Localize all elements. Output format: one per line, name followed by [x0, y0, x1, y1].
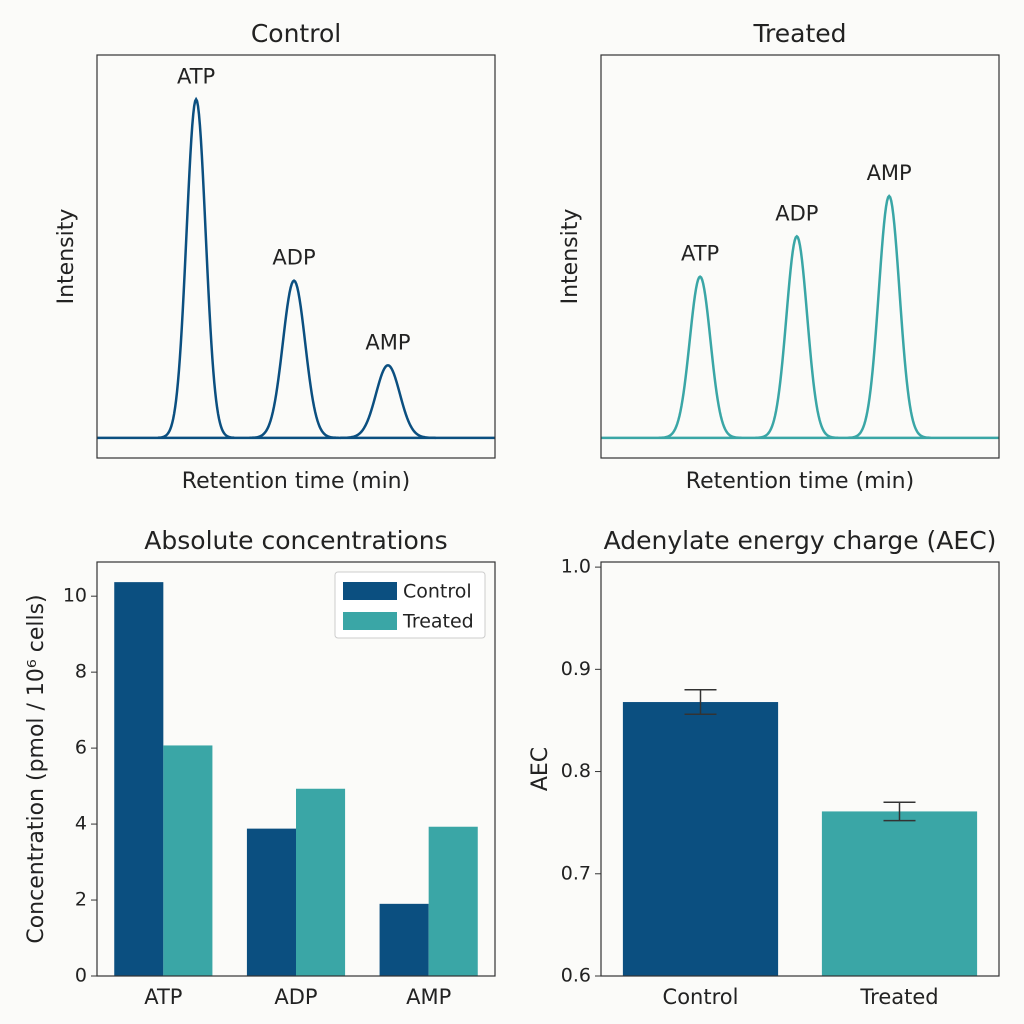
- peak-label: ATP: [681, 242, 719, 266]
- x-axis-label: Retention time (min): [686, 469, 914, 494]
- plot-frame: [600, 54, 1000, 459]
- peak-label: ADP: [775, 201, 818, 225]
- bar: [821, 811, 978, 976]
- panel-title: Control: [251, 19, 341, 48]
- plot-frame: [96, 54, 496, 459]
- x-axis-label: Retention time (min): [182, 469, 410, 494]
- peak: [847, 194, 931, 440]
- y-axis-label: Concentration (pmol / 10⁶ cells): [24, 594, 49, 943]
- bar: [379, 903, 429, 976]
- y-tick-label: 0.6: [561, 965, 591, 987]
- peak: [658, 275, 742, 440]
- legend-swatch: [343, 582, 397, 600]
- plot-frame: [96, 561, 496, 977]
- x-tick-label: ADP: [274, 985, 317, 1009]
- x-tick-label: Control: [663, 985, 739, 1009]
- peak: [755, 234, 839, 440]
- y-axis-label: AEC: [528, 747, 553, 791]
- legend-swatch: [343, 612, 397, 630]
- peak: [157, 96, 235, 439]
- panel-title: Treated: [752, 19, 846, 48]
- y-tick-label: 0.8: [561, 760, 591, 782]
- bar: [296, 788, 346, 976]
- panel-title: Adenylate energy charge (AEC): [604, 526, 997, 555]
- x-tick-label: AMP: [406, 985, 451, 1009]
- y-tick-label: 0.7: [561, 862, 591, 884]
- y-axis-label: Intensity: [558, 209, 583, 305]
- bar: [246, 828, 296, 976]
- bar: [163, 745, 213, 976]
- y-tick-label: 4: [75, 813, 87, 835]
- y-tick-label: 1.0: [561, 556, 591, 578]
- plot-frame: [600, 561, 1000, 977]
- y-tick-label: 8: [75, 661, 87, 683]
- bar: [114, 582, 164, 976]
- x-tick-label: Treated: [859, 985, 938, 1009]
- bar: [428, 826, 478, 976]
- legend-label: Control: [403, 581, 472, 603]
- peak-label: AMP: [867, 161, 912, 185]
- peak-label: ADP: [272, 246, 315, 270]
- peak: [340, 364, 436, 440]
- peak: [249, 279, 339, 440]
- y-tick-label: 0: [75, 965, 87, 987]
- legend-label: Treated: [402, 611, 474, 633]
- x-tick-label: ATP: [144, 985, 182, 1009]
- y-tick-label: 6: [75, 737, 87, 759]
- y-tick-label: 0.9: [561, 658, 591, 680]
- bar: [622, 702, 779, 976]
- error-bar: [684, 689, 717, 716]
- panel-title: Absolute concentrations: [144, 526, 447, 555]
- peak-label: AMP: [365, 330, 410, 354]
- y-axis-label: Intensity: [54, 209, 79, 305]
- error-bar: [883, 801, 916, 822]
- y-tick-label: 2: [75, 889, 87, 911]
- peak-label: ATP: [177, 64, 215, 88]
- y-tick-label: 10: [63, 585, 87, 607]
